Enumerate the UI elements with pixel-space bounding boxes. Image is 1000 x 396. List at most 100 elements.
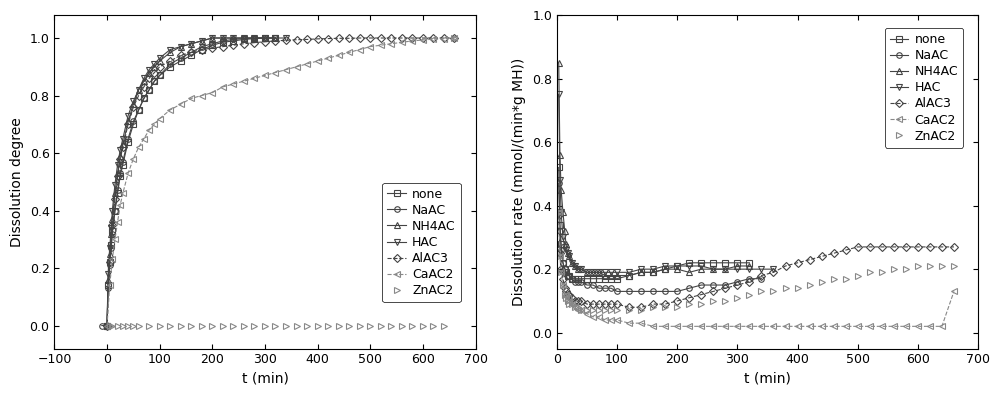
- CaAC2: [554, 254, 566, 259]
- AlAC3: [406, 36, 418, 40]
- NH4AC: [605, 273, 617, 278]
- CaAC2: [888, 324, 900, 329]
- CaAC2: [936, 324, 948, 329]
- HAC: [562, 251, 574, 256]
- NaAC: [593, 286, 605, 291]
- ZnAC2: [301, 323, 313, 328]
- AlAC3: [852, 245, 864, 249]
- HAC: [555, 209, 567, 214]
- CaAC2: [560, 292, 572, 297]
- none: [117, 162, 129, 167]
- NaAC: [175, 56, 187, 61]
- NaAC: [587, 283, 599, 287]
- CaAC2: [143, 128, 155, 132]
- ZnAC2: [438, 323, 450, 328]
- CaAC2: [767, 324, 779, 329]
- none: [569, 276, 581, 281]
- AlAC3: [301, 37, 313, 42]
- NH4AC: [599, 273, 611, 278]
- CaAC2: [635, 321, 647, 326]
- AlAC3: [560, 289, 572, 294]
- NaAC: [105, 246, 117, 250]
- CaAC2: [647, 324, 659, 329]
- ZnAC2: [924, 264, 936, 268]
- NH4AC: [707, 267, 719, 272]
- none: [683, 261, 695, 265]
- none: [109, 208, 121, 213]
- HAC: [569, 264, 581, 268]
- AlAC3: [396, 36, 408, 40]
- AlAC3: [647, 302, 659, 307]
- HAC: [143, 67, 155, 72]
- NH4AC: [259, 36, 271, 40]
- CaAC2: [248, 76, 260, 81]
- NH4AC: [554, 152, 566, 157]
- HAC: [560, 248, 572, 253]
- AlAC3: [238, 41, 250, 46]
- NH4AC: [117, 142, 129, 147]
- NaAC: [133, 108, 145, 112]
- CaAC2: [148, 122, 160, 127]
- ZnAC2: [396, 323, 408, 328]
- none: [106, 228, 118, 233]
- none: [599, 276, 611, 281]
- AlAC3: [888, 245, 900, 249]
- none: [143, 88, 155, 92]
- AlAC3: [554, 251, 566, 256]
- ZnAC2: [269, 323, 281, 328]
- HAC: [148, 61, 160, 66]
- NaAC: [557, 261, 569, 265]
- none: [248, 36, 260, 41]
- NH4AC: [105, 231, 117, 236]
- CaAC2: [375, 43, 387, 48]
- HAC: [559, 245, 571, 249]
- CaAC2: [557, 283, 569, 287]
- ZnAC2: [852, 273, 864, 278]
- NH4AC: [695, 267, 707, 272]
- CaAC2: [587, 314, 599, 319]
- NaAC: [164, 61, 176, 66]
- none: [104, 260, 116, 265]
- none: [671, 264, 683, 268]
- HAC: [248, 36, 260, 40]
- Line: CaAC2: CaAC2: [556, 209, 957, 329]
- AlAC3: [185, 50, 197, 55]
- CaAC2: [417, 38, 429, 42]
- AlAC3: [792, 261, 804, 265]
- HAC: [196, 38, 208, 43]
- AlAC3: [333, 36, 345, 41]
- none: [575, 276, 587, 281]
- HAC: [112, 162, 124, 167]
- AlAC3: [291, 37, 303, 42]
- HAC: [117, 136, 129, 141]
- HAC: [102, 271, 114, 276]
- CaAC2: [122, 171, 134, 175]
- NH4AC: [572, 267, 584, 272]
- ZnAC2: [562, 299, 574, 303]
- AlAC3: [743, 280, 755, 284]
- CaAC2: [731, 324, 743, 329]
- NaAC: [259, 36, 271, 40]
- HAC: [743, 267, 755, 272]
- HAC: [587, 270, 599, 275]
- CaAC2: [605, 318, 617, 322]
- ZnAC2: [743, 292, 755, 297]
- none: [269, 36, 281, 40]
- AlAC3: [566, 295, 578, 300]
- none: [587, 276, 599, 281]
- ZnAC2: [417, 323, 429, 328]
- ZnAC2: [623, 308, 635, 313]
- HAC: [138, 76, 150, 81]
- ZnAC2: [599, 308, 611, 313]
- AlAC3: [936, 245, 948, 249]
- AlAC3: [427, 36, 439, 40]
- ZnAC2: [280, 323, 292, 328]
- ZnAC2: [248, 323, 260, 328]
- NH4AC: [555, 187, 567, 192]
- ZnAC2: [707, 299, 719, 303]
- NH4AC: [683, 270, 695, 275]
- HAC: [553, 92, 565, 97]
- AlAC3: [555, 267, 567, 272]
- ZnAC2: [560, 295, 572, 300]
- ZnAC2: [780, 286, 792, 291]
